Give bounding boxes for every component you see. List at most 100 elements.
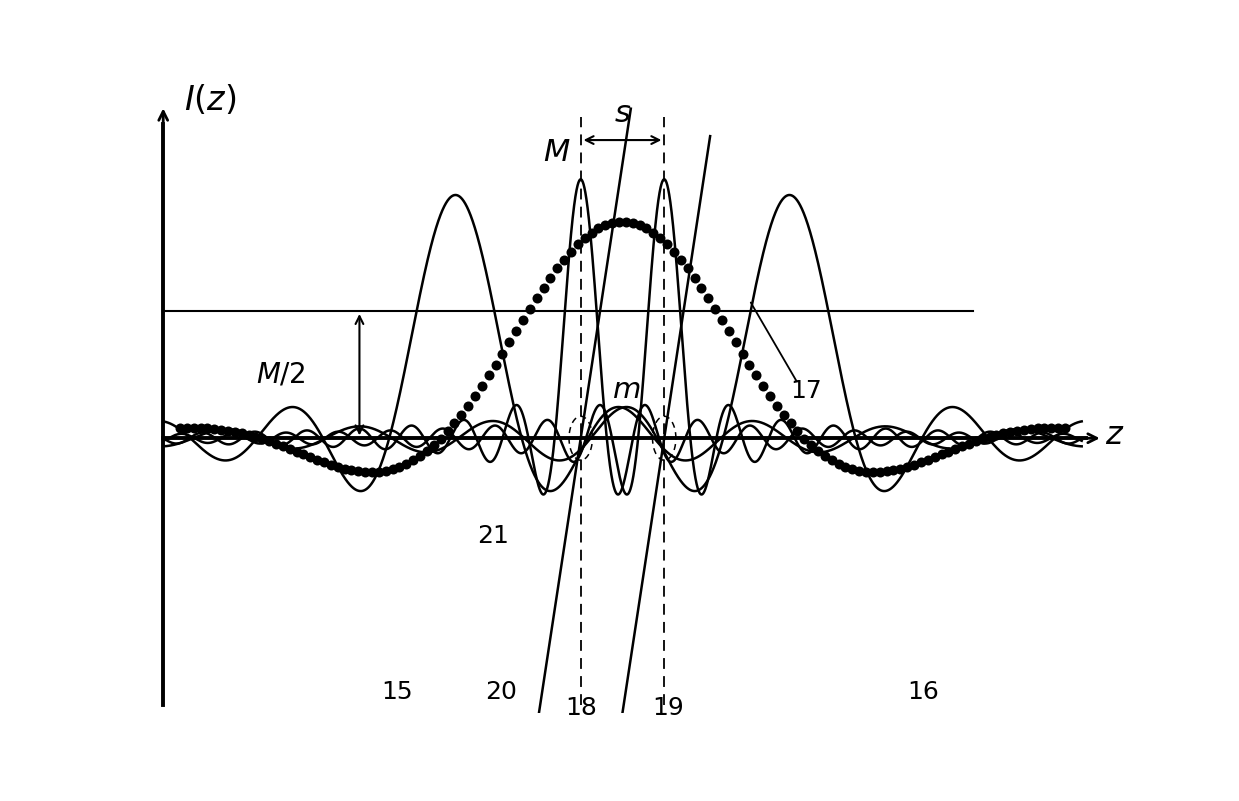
- Point: [1035, 421, 1054, 434]
- Point: [897, 461, 917, 473]
- Point: [774, 409, 794, 421]
- Point: [294, 448, 313, 461]
- Point: [424, 439, 444, 452]
- Point: [239, 429, 259, 441]
- Point: [623, 216, 643, 229]
- Point: [740, 358, 760, 371]
- Point: [458, 399, 478, 412]
- Point: [403, 454, 422, 467]
- Point: [1014, 423, 1033, 436]
- Point: [540, 272, 560, 284]
- Point: [527, 292, 546, 304]
- Point: [225, 425, 245, 438]
- Point: [204, 422, 224, 435]
- Point: [629, 219, 649, 231]
- Point: [348, 465, 368, 477]
- Point: [705, 303, 725, 316]
- Point: [321, 458, 341, 471]
- Point: [369, 465, 389, 478]
- Point: [478, 369, 498, 382]
- Point: [980, 431, 1000, 444]
- Point: [1041, 421, 1061, 434]
- Point: [664, 245, 684, 258]
- Text: 15: 15: [382, 681, 413, 705]
- Point: [1027, 422, 1047, 435]
- Point: [567, 238, 587, 251]
- Point: [602, 216, 622, 229]
- Point: [953, 440, 973, 453]
- Point: [472, 380, 492, 392]
- Point: [959, 437, 979, 450]
- Point: [932, 448, 952, 461]
- Point: [616, 215, 636, 228]
- Point: [245, 431, 265, 444]
- Point: [183, 421, 203, 434]
- Point: [389, 461, 409, 473]
- Point: [712, 313, 732, 326]
- Point: [211, 423, 230, 436]
- Point: [685, 272, 705, 284]
- Point: [253, 433, 273, 445]
- Point: [437, 425, 457, 437]
- Point: [507, 324, 527, 337]
- Point: [451, 409, 471, 421]
- Point: [746, 369, 766, 382]
- Point: [286, 445, 306, 458]
- Text: 20: 20: [486, 681, 518, 705]
- Point: [170, 421, 190, 434]
- Point: [177, 421, 197, 434]
- Point: [835, 461, 855, 473]
- Point: [342, 464, 362, 477]
- Point: [465, 389, 484, 402]
- Point: [232, 427, 252, 440]
- Point: [781, 417, 800, 430]
- Point: [966, 435, 986, 448]
- Point: [307, 453, 327, 466]
- Point: [548, 262, 567, 275]
- Text: 19: 19: [653, 696, 684, 720]
- Point: [938, 445, 958, 458]
- Point: [1048, 421, 1068, 434]
- Point: [362, 465, 382, 478]
- Point: [513, 313, 533, 326]
- Point: [815, 449, 835, 462]
- Point: [821, 454, 841, 467]
- Point: [445, 417, 465, 430]
- Text: 17: 17: [790, 379, 821, 403]
- Point: [520, 303, 540, 316]
- Text: $\mathbf{\mathit{I(z)}}$: $\mathbf{\mathit{I(z)}}$: [185, 83, 237, 116]
- Point: [877, 465, 897, 477]
- Point: [259, 435, 279, 448]
- Point: [431, 433, 451, 445]
- Point: [383, 463, 403, 476]
- Point: [218, 425, 238, 437]
- Point: [657, 238, 676, 251]
- Point: [911, 456, 930, 469]
- Point: [678, 262, 698, 275]
- Point: [375, 465, 395, 477]
- Point: [719, 324, 738, 337]
- Point: [732, 347, 752, 360]
- Text: $m$: $m$: [612, 376, 641, 404]
- Point: [575, 231, 595, 244]
- Point: [924, 451, 944, 464]
- Point: [699, 292, 719, 304]
- Point: [191, 421, 211, 434]
- Point: [883, 464, 903, 477]
- Point: [994, 427, 1014, 440]
- Point: [554, 253, 574, 266]
- Point: [396, 457, 416, 470]
- Point: [670, 253, 690, 266]
- Point: [315, 456, 335, 469]
- Point: [843, 463, 862, 476]
- Text: $s$: $s$: [613, 98, 631, 129]
- Point: [788, 425, 808, 437]
- Point: [335, 462, 354, 475]
- Point: [767, 399, 787, 412]
- Point: [1000, 425, 1020, 438]
- Text: $\mathbf{\mathit{z}}$: $\mathbf{\mathit{z}}$: [1105, 420, 1125, 451]
- Point: [753, 380, 773, 392]
- Point: [726, 336, 746, 348]
- Text: $M/2$: $M/2$: [255, 361, 305, 388]
- Point: [418, 445, 437, 457]
